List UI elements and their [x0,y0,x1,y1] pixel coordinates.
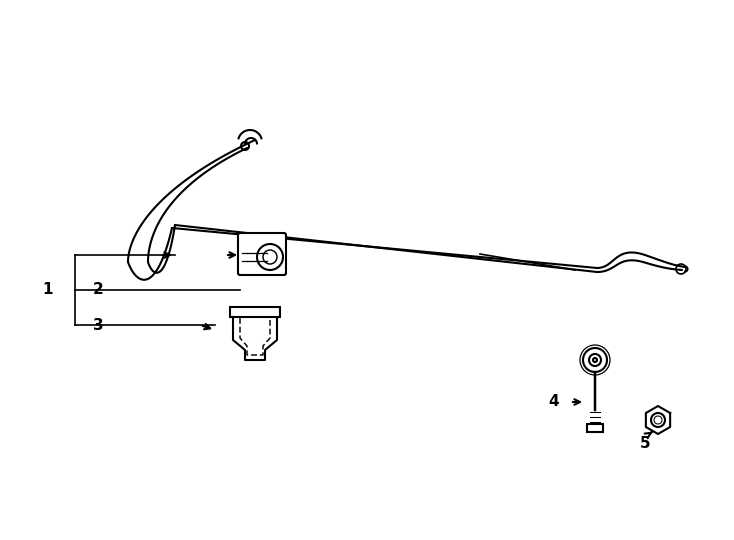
Text: 2: 2 [92,282,103,298]
Text: 1: 1 [43,282,54,298]
FancyBboxPatch shape [238,233,286,275]
Bar [230,307,280,317]
Bar [587,424,603,432]
Text: 4: 4 [549,395,559,409]
Text: 5: 5 [640,435,650,450]
Text: 3: 3 [92,318,103,333]
